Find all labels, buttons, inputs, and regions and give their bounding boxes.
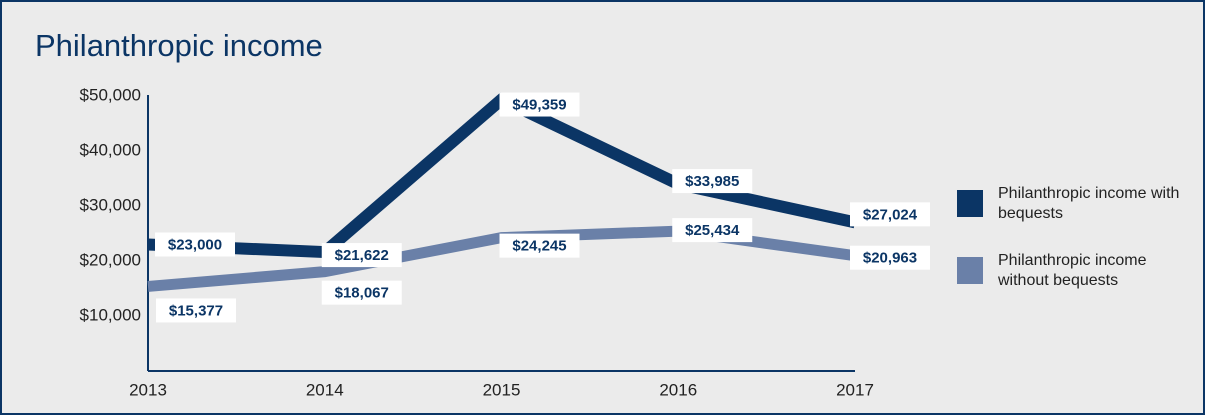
y-tick-label: $10,000 (80, 305, 141, 324)
y-tick-label: $40,000 (80, 140, 141, 159)
data-label: $27,024 (863, 206, 918, 223)
x-tick-label: 2015 (483, 380, 521, 399)
data-label-box (321, 280, 402, 305)
data-label-box (672, 169, 753, 194)
data-label-box (499, 233, 580, 258)
data-label-box (321, 243, 402, 268)
y-tick-label: $30,000 (80, 195, 141, 214)
x-tick-label: 2016 (659, 380, 697, 399)
chart-title: Philanthropic income (35, 28, 323, 63)
data-label-box (850, 245, 930, 270)
legend-swatch (957, 190, 983, 217)
x-tick-label: 2017 (836, 380, 874, 399)
data-label: $49,359 (512, 96, 566, 113)
legend-swatch (957, 257, 983, 284)
x-tick-label: 2014 (306, 380, 344, 399)
y-tick-label: $50,000 (80, 85, 141, 104)
data-label: $23,000 (168, 236, 222, 253)
x-tick-label: 2013 (129, 380, 167, 399)
data-label: $18,067 (335, 285, 389, 302)
legend-label: Philanthropic income without bequests (998, 252, 1147, 289)
data-label: $24,245 (512, 238, 566, 255)
data-label: $33,985 (685, 173, 739, 190)
data-label: $15,377 (169, 302, 223, 319)
data-label-box (155, 232, 235, 257)
data-label-box (672, 218, 753, 243)
y-tick-label: $20,000 (80, 250, 141, 269)
data-label: $25,434 (685, 222, 740, 239)
data-label: $20,963 (863, 250, 917, 267)
data-label-box (850, 202, 930, 227)
data-label-box (499, 92, 580, 117)
data-label-box (156, 298, 236, 323)
data-label: $21,622 (335, 247, 389, 264)
legend-label: Philanthropic income with bequests (998, 185, 1180, 222)
